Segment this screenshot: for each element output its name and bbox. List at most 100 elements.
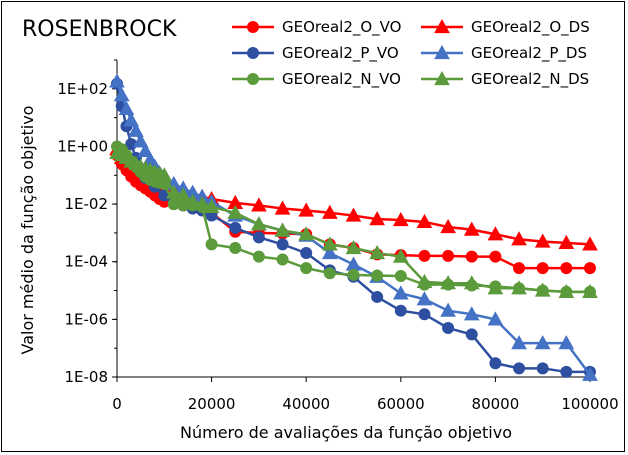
plot-area: 0 20000 40000 60000 80000 100000 1E-08 1E-06 1E-… [57,59,619,413]
x-tick-label: 80000 [472,395,520,413]
data-point [132,133,149,148]
data-point [298,202,315,217]
data-point [394,304,407,317]
data-point [322,236,338,251]
data-point [442,249,455,262]
y-tick-label: 1E-02 [64,195,108,213]
data-point [534,233,551,248]
data-point [584,262,596,275]
data-point [371,290,384,303]
data-point [416,213,433,229]
data-point [392,285,409,300]
y-tick-label: 1E+00 [57,137,108,155]
data-point [345,207,362,222]
data-point [300,247,313,260]
y-tick-label: 1E-04 [64,253,108,271]
data-point [487,311,504,326]
data-point [534,335,551,350]
data-point [582,366,598,381]
data-point [128,122,144,137]
data-point [465,328,478,341]
legend-swatch-marker [247,21,259,33]
series-line [115,81,592,376]
data-point [582,283,598,298]
data-point [227,204,244,219]
data-point [511,280,527,295]
data-point [560,365,573,378]
legend-swatch-marker [247,73,259,85]
data-point [347,268,360,281]
data-point [323,267,336,280]
data-point [392,211,409,227]
y-tick-label: 1E-06 [64,310,108,328]
data-point [298,226,315,241]
data-point [137,142,154,158]
legend-label: GEOreal2_O_VO [282,18,402,37]
data-point [371,269,384,282]
data-point [558,335,575,350]
data-point [536,362,549,375]
data-point [463,306,480,321]
data-point [274,200,291,215]
data-point [156,167,173,182]
data-point [416,273,433,288]
data-point [165,184,182,199]
data-point [300,262,313,275]
data-point [536,262,549,275]
data-point [582,236,598,251]
data-point [440,218,456,234]
data-point [440,275,456,290]
y-tick-label: 1E+02 [57,80,108,98]
data-point [276,253,289,266]
data-point [487,226,504,241]
data-point [558,234,575,250]
data-point [463,275,480,290]
y-tick-label: 1E-08 [64,368,108,386]
data-point [229,221,242,234]
data-point [465,250,478,263]
legend-swatch-marker [247,47,259,59]
data-point [489,357,502,370]
data-point [345,239,362,255]
data-point [274,222,291,237]
data-point [123,112,140,127]
legend-label: GEOreal2_O_DS [471,18,590,37]
data-point [229,241,242,254]
data-point [511,231,527,246]
data-point [345,256,362,271]
x-axis-title: Número de avaliações da função objetivo [180,423,512,442]
y-axis-title: Valor médio da função objetivo [18,106,37,355]
data-point [369,211,385,226]
data-point [203,198,220,213]
legend-label: GEOreal2_N_DS [471,70,589,89]
data-point [442,322,455,335]
data-point [487,280,504,295]
data-point [558,283,575,298]
x-tick-label: 40000 [282,395,330,413]
series-line [115,83,590,374]
data-point [175,187,192,202]
x-tick-label: 0 [112,395,122,413]
data-point [369,245,385,260]
data-point [113,87,130,102]
data-point [513,362,526,375]
legend-swatch-marker [434,44,450,60]
x-tick-label: 20000 [188,395,236,413]
data-point [251,216,267,231]
data-point [252,231,265,244]
data-point [252,250,265,263]
data-point [463,221,480,236]
legend-swatch-marker [434,18,450,34]
data-point [534,282,551,297]
legend-label: GEOreal2_P_DS [471,44,587,63]
x-tick-label: 100000 [561,395,618,413]
data-point [276,238,289,251]
data-point [489,250,502,263]
data-point [109,73,125,88]
legend: GEOreal2_O_VO GEOreal2_O_DS GEOreal2_P_VO G… [232,18,590,89]
data-point [440,302,456,317]
data-point [118,100,135,116]
chart-title: ROSENBROCK [22,17,177,42]
data-point [418,249,431,262]
data-point [322,204,338,219]
